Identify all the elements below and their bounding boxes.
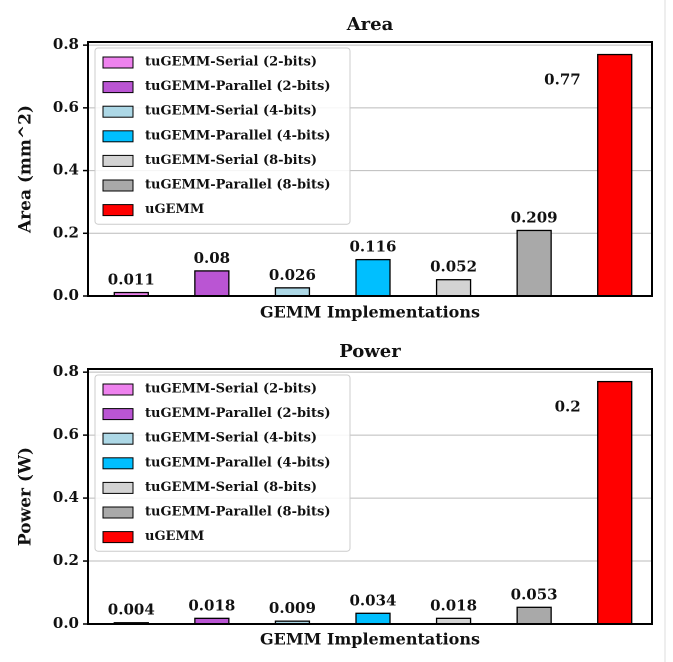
value-label: 0.011	[108, 271, 155, 289]
chart-title: Area	[346, 14, 394, 35]
bar	[435, 279, 472, 297]
bar	[597, 53, 633, 297]
legend-label: tuGEMM-Parallel (2-bits)	[145, 79, 330, 94]
legend-swatch	[102, 408, 134, 421]
y-tick-label: 0.0	[53, 286, 79, 304]
legend-swatch	[102, 383, 134, 396]
y-tick-label: 0.6	[53, 98, 79, 116]
value-label: 0.08	[194, 249, 231, 267]
x-axis-label: GEMM Implementations	[260, 303, 480, 322]
legend-label: tuGEMM-Serial (4-bits)	[145, 431, 317, 446]
legend-label: tuGEMM-Parallel (8-bits)	[145, 178, 330, 193]
bar	[355, 612, 391, 625]
legend-swatch	[102, 56, 134, 69]
y-tick-label: 0.4	[53, 161, 79, 179]
bar	[274, 287, 311, 297]
legend-swatch	[102, 506, 134, 519]
legend-label: uGEMM	[145, 202, 204, 217]
bar	[194, 270, 230, 297]
value-label: 0.004	[108, 601, 155, 619]
value-label: 0.018	[430, 596, 477, 614]
y-tick-label: 0.4	[53, 488, 79, 506]
bar	[516, 229, 552, 297]
legend-label: tuGEMM-Serial (2-bits)	[145, 382, 317, 397]
bar	[597, 380, 633, 625]
y-axis-label: Power (W)	[16, 447, 36, 546]
axes-frame	[87, 41, 653, 297]
value-label: 0.053	[511, 585, 558, 603]
legend-label: uGEMM	[145, 529, 204, 544]
x-axis-label: GEMM Implementations	[260, 630, 480, 649]
legend-label: tuGEMM-Parallel (4-bits)	[145, 455, 330, 470]
value-label: 0.009	[269, 599, 316, 617]
y-tick-label: 0.2	[53, 551, 79, 569]
legend-box	[94, 374, 351, 552]
legend-swatch	[102, 81, 134, 94]
value-label: 0.116	[350, 238, 397, 256]
axes-frame	[87, 368, 653, 625]
legend-swatch	[102, 130, 134, 143]
legend-box	[94, 47, 351, 225]
legend-swatch	[102, 432, 134, 445]
legend-label: tuGEMM-Parallel (2-bits)	[145, 406, 330, 421]
y-axis-label: Area (mm^2)	[16, 105, 36, 234]
legend-label: tuGEMM-Serial (8-bits)	[145, 153, 317, 168]
legend-label: tuGEMM-Parallel (8-bits)	[145, 505, 330, 520]
legend-label: tuGEMM-Serial (8-bits)	[145, 480, 317, 495]
value-label: 0.018	[188, 596, 235, 614]
y-tick-label: 0.6	[53, 425, 79, 443]
value-label: 0.026	[269, 266, 316, 284]
value-label: 0.77	[544, 71, 581, 89]
legend-label: tuGEMM-Parallel (4-bits)	[145, 128, 330, 143]
y-tick-label: 0.8	[53, 362, 79, 380]
legend-label: tuGEMM-Serial (2-bits)	[145, 55, 317, 70]
y-tick-label: 0.8	[53, 35, 79, 53]
legend-label: tuGEMM-Serial (4-bits)	[145, 104, 317, 119]
legend-swatch	[102, 204, 134, 217]
legend-swatch	[102, 154, 134, 167]
value-label: 0.2	[555, 398, 581, 416]
y-tick-label: 0.2	[53, 223, 79, 241]
y-tick-label: 0.0	[53, 614, 79, 632]
value-label: 0.052	[430, 258, 477, 276]
legend-swatch	[102, 105, 134, 118]
chart-title: Power	[339, 341, 401, 362]
legend-swatch	[102, 481, 134, 494]
legend-swatch	[102, 531, 134, 544]
legend-swatch	[102, 179, 134, 192]
bar	[516, 606, 552, 625]
bar	[355, 258, 391, 297]
value-label: 0.209	[511, 208, 558, 226]
legend-swatch	[102, 457, 134, 470]
value-label: 0.034	[350, 591, 397, 609]
